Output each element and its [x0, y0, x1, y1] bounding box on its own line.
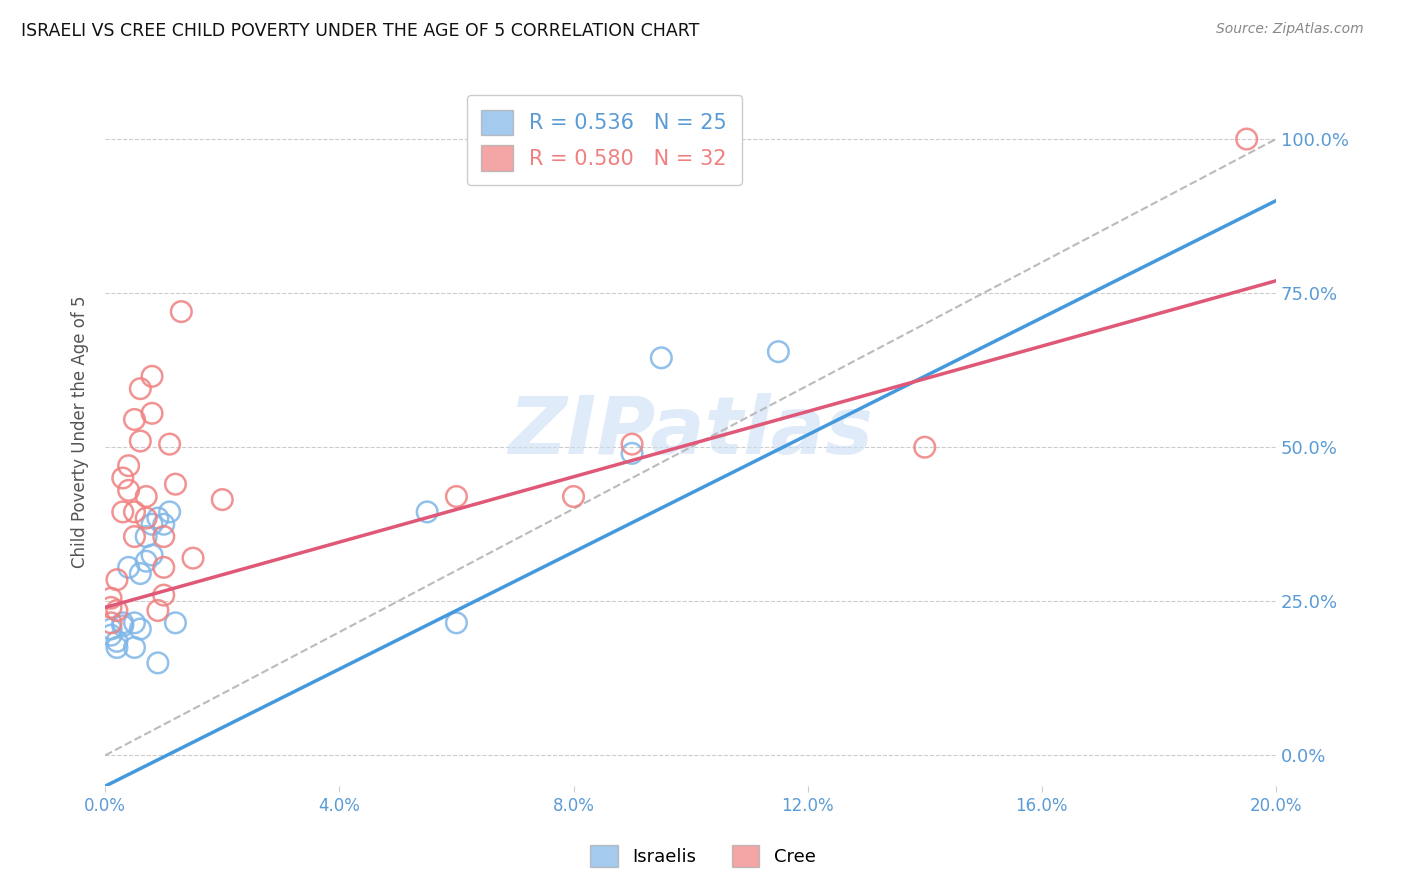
- Point: [100, 622, 122, 636]
- Point: [152, 588, 174, 602]
- Point: [105, 640, 128, 655]
- Point: [621, 446, 644, 460]
- Point: [159, 437, 181, 451]
- Point: [1236, 132, 1258, 146]
- Text: ISRAELI VS CREE CHILD POVERTY UNDER THE AGE OF 5 CORRELATION CHART: ISRAELI VS CREE CHILD POVERTY UNDER THE …: [21, 22, 699, 40]
- Point: [124, 412, 146, 426]
- Point: [152, 517, 174, 532]
- Point: [129, 566, 152, 581]
- Point: [105, 573, 128, 587]
- Point: [124, 640, 146, 655]
- Point: [129, 382, 152, 396]
- Point: [111, 505, 134, 519]
- Point: [165, 477, 187, 491]
- Legend: Israelis, Cree: Israelis, Cree: [583, 838, 823, 874]
- Point: [650, 351, 672, 365]
- Point: [135, 554, 157, 568]
- Point: [165, 615, 187, 630]
- Point: [141, 369, 163, 384]
- Point: [124, 530, 146, 544]
- Point: [100, 615, 122, 630]
- Point: [141, 406, 163, 420]
- Point: [768, 344, 790, 359]
- Point: [105, 634, 128, 648]
- Point: [446, 490, 468, 504]
- Point: [100, 628, 122, 642]
- Point: [181, 551, 204, 566]
- Point: [135, 511, 157, 525]
- Point: [111, 615, 134, 630]
- Point: [562, 490, 585, 504]
- Point: [152, 530, 174, 544]
- Point: [446, 615, 468, 630]
- Point: [135, 530, 157, 544]
- Point: [111, 619, 134, 633]
- Point: [621, 437, 644, 451]
- Point: [416, 505, 439, 519]
- Point: [135, 490, 157, 504]
- Point: [146, 511, 169, 525]
- Y-axis label: Child Poverty Under the Age of 5: Child Poverty Under the Age of 5: [72, 295, 89, 568]
- Point: [100, 600, 122, 615]
- Point: [111, 471, 134, 485]
- Point: [105, 603, 128, 617]
- Text: ZIPatlas: ZIPatlas: [508, 392, 873, 471]
- Point: [117, 560, 139, 574]
- Point: [146, 603, 169, 617]
- Point: [124, 505, 146, 519]
- Point: [146, 656, 169, 670]
- Point: [117, 458, 139, 473]
- Point: [100, 591, 122, 606]
- Point: [159, 505, 181, 519]
- Point: [141, 548, 163, 562]
- Point: [152, 560, 174, 574]
- Point: [141, 517, 163, 532]
- Point: [124, 615, 146, 630]
- Legend: R = 0.536   N = 25, R = 0.580   N = 32: R = 0.536 N = 25, R = 0.580 N = 32: [467, 95, 742, 186]
- Point: [129, 434, 152, 448]
- Point: [170, 304, 193, 318]
- Point: [914, 440, 936, 454]
- Point: [117, 483, 139, 498]
- Point: [129, 622, 152, 636]
- Text: Source: ZipAtlas.com: Source: ZipAtlas.com: [1216, 22, 1364, 37]
- Point: [211, 492, 233, 507]
